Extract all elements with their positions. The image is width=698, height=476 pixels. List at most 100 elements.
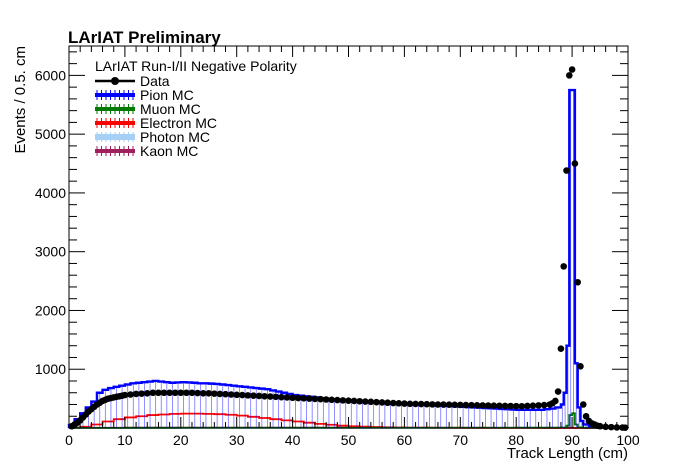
legend-entry-pion-mc: Pion MC	[95, 87, 194, 103]
data-point	[283, 394, 291, 401]
data-point	[367, 398, 375, 406]
data-point	[512, 402, 520, 410]
data-point	[568, 66, 576, 73]
y-axis-label: Events / 0.5. cm	[12, 46, 29, 154]
data-point	[121, 391, 129, 399]
x-tick-label: 80	[508, 432, 524, 448]
x-tick-label: 30	[229, 432, 245, 448]
data-point	[579, 401, 587, 408]
data-point	[479, 402, 486, 409]
data-point	[423, 400, 431, 408]
legend-label: Kaon MC	[140, 143, 198, 159]
data-point	[306, 395, 313, 402]
data-point	[155, 389, 162, 397]
data-point	[507, 402, 514, 410]
x-axis-label: Track Length (cm)	[507, 445, 628, 462]
x-tick-label: 50	[341, 432, 357, 448]
x-tick-label: 0	[65, 432, 73, 448]
chart-title: LArIAT Preliminary	[68, 28, 221, 47]
data-point	[596, 422, 604, 430]
legend-header: LArIAT Run-I/II Negative Polarity	[95, 58, 297, 74]
data-point	[378, 399, 386, 406]
data-point	[238, 391, 246, 399]
data-point	[440, 401, 447, 408]
data-point	[577, 362, 584, 370]
legend-marker	[111, 77, 119, 85]
data-point	[255, 392, 263, 400]
data-point	[361, 398, 369, 405]
data-point	[524, 402, 531, 410]
data-series	[68, 66, 629, 432]
legend-entry-photon-mc: Photon MC	[95, 129, 210, 145]
legend-label: Muon MC	[140, 101, 201, 117]
legend-entry-muon-mc: Muon MC	[95, 101, 201, 117]
data-point	[143, 390, 151, 397]
data-point	[529, 402, 537, 409]
data-point	[345, 397, 352, 404]
data-point	[183, 389, 190, 397]
data-point	[132, 390, 140, 398]
data-point	[250, 392, 257, 399]
y-tick-label: 3000	[35, 244, 66, 260]
data-point	[244, 392, 252, 399]
data-point	[434, 401, 442, 408]
x-tick-label: 20	[173, 432, 189, 448]
x-tick-label: 40	[285, 432, 301, 448]
data-point	[540, 401, 548, 409]
y-tick-label: 4000	[35, 185, 66, 201]
data-point	[445, 401, 453, 409]
legend-label: Pion MC	[140, 87, 194, 103]
data-point	[501, 402, 509, 410]
data-point	[322, 396, 330, 403]
legend: LArIAT Run-I/II Negative Polarity DataPi…	[95, 58, 297, 159]
data-point	[468, 401, 475, 409]
data-point	[272, 393, 280, 401]
legend-entry-data: Data	[95, 73, 170, 89]
legend-label: Data	[140, 73, 170, 89]
data-point	[560, 263, 568, 270]
data-point	[554, 388, 562, 395]
y-tick-label: 6000	[35, 67, 66, 83]
data-point	[127, 391, 134, 398]
x-tick-label: 60	[397, 432, 413, 448]
legend-label: Photon MC	[140, 129, 210, 145]
legend-entry-kaon-mc: Kaon MC	[95, 143, 198, 159]
data-point	[457, 401, 464, 409]
x-tick-label: 10	[117, 432, 133, 448]
data-point	[571, 160, 579, 167]
x-tick-label: 90	[564, 432, 580, 448]
data-point	[205, 390, 213, 397]
data-point	[566, 72, 573, 79]
data-point	[373, 398, 380, 406]
data-point	[328, 396, 336, 404]
data-point	[317, 395, 324, 403]
data-point	[289, 394, 296, 402]
data-point	[552, 397, 559, 405]
data-point	[160, 389, 168, 397]
data-point	[222, 390, 229, 398]
data-point	[227, 391, 235, 398]
data-point	[149, 389, 157, 397]
data-point	[311, 395, 319, 403]
data-point	[389, 399, 397, 407]
legend-entry-electron-mc: Electron MC	[95, 115, 217, 131]
y-tick-label: 2000	[35, 302, 66, 318]
data-point	[177, 389, 185, 397]
data-point	[356, 397, 363, 405]
data-point	[300, 395, 308, 402]
x-tick-label: 100	[616, 432, 640, 448]
data-point	[334, 396, 341, 404]
data-point	[417, 400, 425, 408]
data-point	[138, 390, 145, 397]
data-point	[406, 400, 414, 408]
data-point	[451, 401, 459, 409]
x-tick-label: 70	[453, 432, 469, 448]
data-point	[384, 399, 391, 407]
data-point	[294, 394, 302, 402]
y-axis: 1000 2000 3000 4000 5000 6000	[35, 51, 628, 429]
data-point	[473, 402, 481, 409]
data-point	[490, 402, 498, 409]
data-point	[535, 402, 542, 409]
y-tick-label: 1000	[35, 361, 66, 377]
data-point	[188, 389, 196, 397]
